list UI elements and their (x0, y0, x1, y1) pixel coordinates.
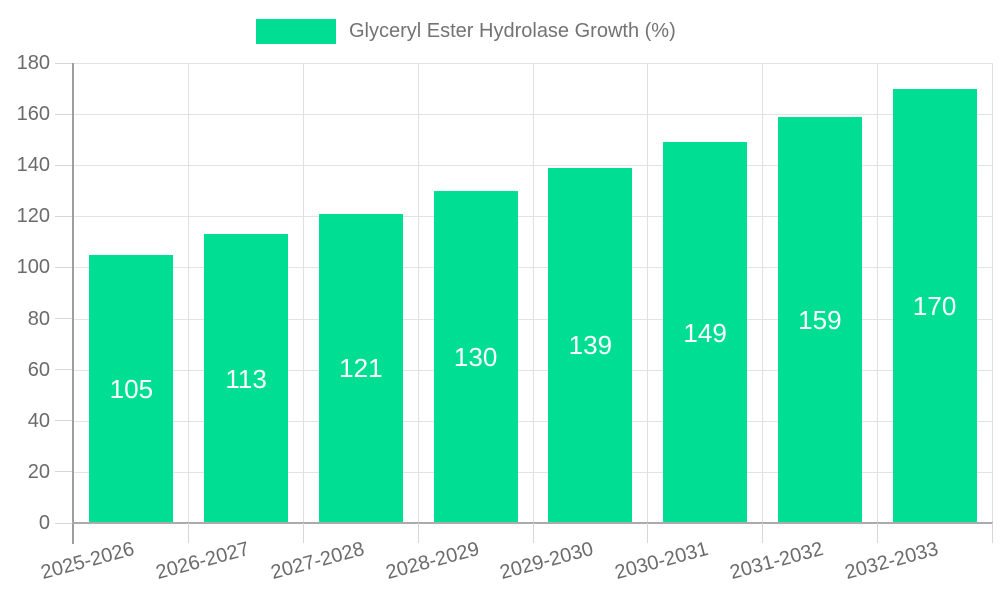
y-axis-tick-label: 180 (16, 52, 50, 74)
vertical-gridline (762, 63, 763, 523)
bar[interactable]: 170 (892, 88, 977, 523)
bar[interactable]: 159 (777, 116, 862, 523)
y-axis-tick-mark (55, 266, 72, 268)
x-axis-tick-mark (991, 523, 993, 543)
legend-label: Glyceryl Ester Hydrolase Growth (%) (349, 19, 676, 42)
bar[interactable]: 105 (89, 254, 174, 523)
bar[interactable]: 113 (204, 234, 289, 523)
y-axis-tick-mark (55, 522, 72, 524)
bar[interactable]: 130 (433, 190, 518, 523)
x-axis-tick-mark (532, 523, 534, 543)
y-axis-tick-label: 140 (16, 154, 50, 177)
y-axis-tick-label: 20 (27, 460, 50, 483)
y-axis-tick-mark (55, 420, 72, 422)
legend-item[interactable]: Glyceryl Ester Hydrolase Growth (%) (256, 17, 676, 45)
plot-area: 105 113 121 130 139 149 159 170 (74, 63, 993, 523)
vertical-gridline (303, 63, 304, 523)
x-axis-tick-mark (417, 523, 419, 543)
bar-value-label: 170 (912, 290, 957, 321)
bar[interactable]: 121 (318, 213, 403, 523)
bar-value-label: 139 (568, 330, 613, 361)
bar[interactable]: 149 (663, 142, 748, 523)
x-axis-tick-mark (876, 523, 878, 543)
y-axis-line (72, 63, 74, 544)
x-axis-tick-mark (303, 523, 304, 543)
x-axis-tick-mark (762, 523, 763, 543)
y-axis-tick-mark (55, 369, 72, 371)
y-axis-tick-mark (55, 215, 72, 217)
x-axis-tick-mark (188, 523, 190, 543)
vertical-gridline (876, 63, 878, 523)
y-axis-tick-label: 80 (27, 307, 50, 330)
vertical-gridline (188, 63, 190, 523)
x-axis-tick-mark (647, 523, 649, 543)
y-axis-tick-mark (55, 62, 72, 64)
y-axis-tick-label: 100 (16, 256, 50, 279)
vertical-gridline (417, 63, 419, 523)
y-axis-tick-mark (55, 471, 72, 473)
y-axis-tick-label: 0 (38, 512, 50, 534)
bar-value-label: 159 (798, 304, 842, 335)
bar-value-label: 130 (453, 341, 498, 372)
y-axis-tick-mark (55, 113, 72, 115)
vertical-gridline (991, 63, 993, 523)
bar-value-label: 105 (109, 373, 154, 404)
y-axis-tick-label: 60 (27, 358, 50, 381)
y-axis-tick-label: 40 (27, 409, 50, 432)
y-axis-tick-label: 120 (16, 205, 50, 228)
legend-swatch (256, 18, 336, 44)
bar[interactable]: 139 (548, 167, 633, 523)
y-axis-tick-mark (55, 318, 72, 320)
bar-value-label: 149 (683, 317, 727, 348)
y-axis-tick-label: 160 (16, 103, 50, 126)
bar-value-label: 113 (225, 363, 267, 394)
vertical-gridline (532, 63, 534, 523)
bar-value-label: 121 (339, 353, 383, 384)
y-axis-tick-mark (55, 164, 72, 166)
vertical-gridline (647, 63, 649, 523)
